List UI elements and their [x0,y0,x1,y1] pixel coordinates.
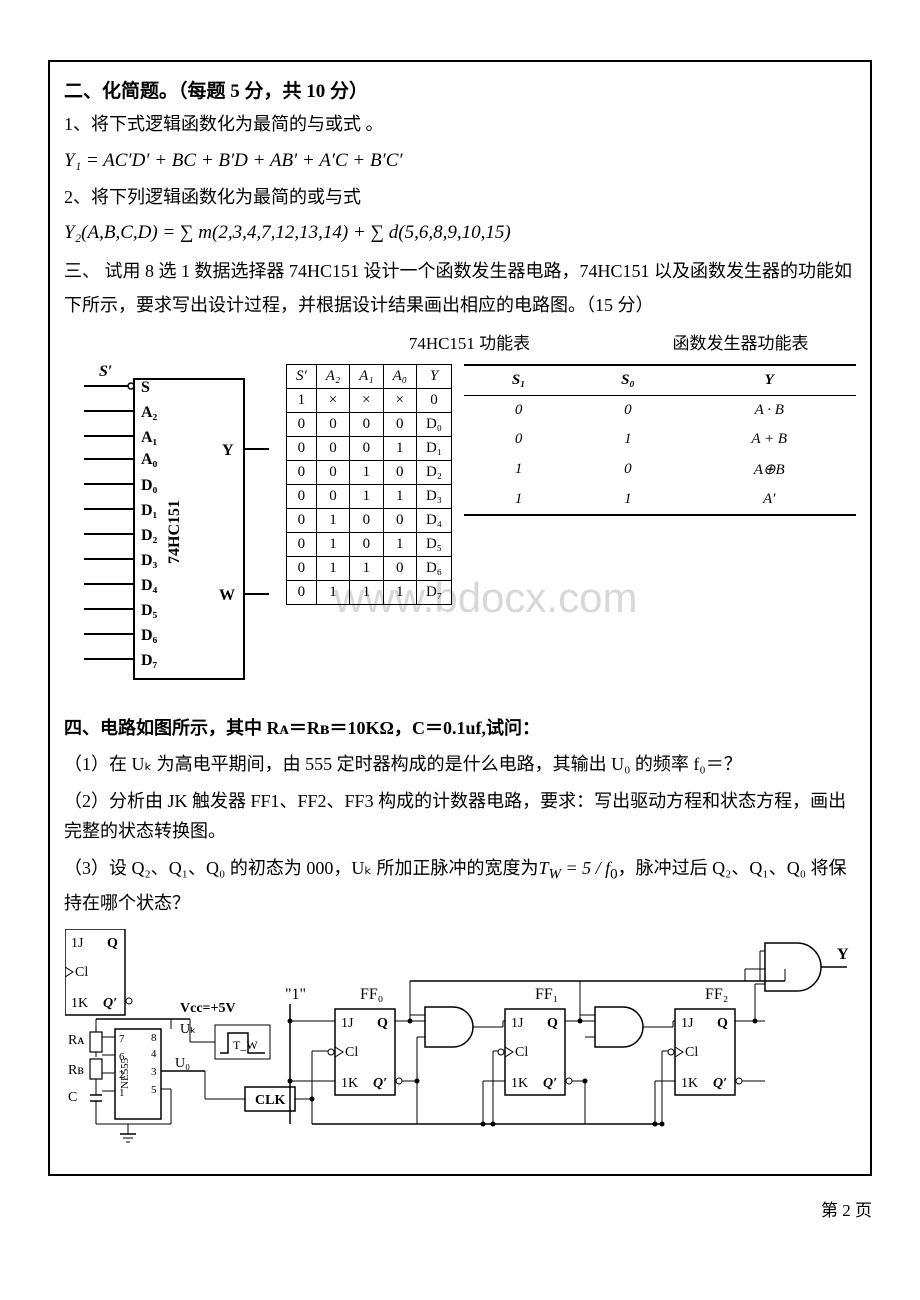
section2-q1-text: 1、将下式逻辑函数化为最简的与或式 。 [64,109,856,140]
section4-heading: 四、电路如图所示，其中 Rᴀ＝Rʙ＝10KΩ，C＝0.1uf,试问： [64,718,540,738]
chip-s-prime-label: S′ [99,364,112,380]
svg-text:Q: Q [107,936,118,951]
svg-text:D₄: D₄ [141,577,158,594]
svg-text:D₁: D₁ [141,502,158,519]
svg-text:Vcc=+5V: Vcc=+5V [180,1001,236,1016]
svg-text:W: W [219,587,235,604]
mux-table: S′A₂A₁A₀Y 1×××00000D₀0001D₁0010D₂0011D₃0… [286,364,452,605]
func-table-wrap: S₁S₀Y 00A · B01A + B10A⊕B11A′ [464,364,856,516]
section2-q2-formula: Y₂(A,B,C,D) = ∑ m(2,3,4,7,12,13,14) + ∑ … [64,222,856,244]
svg-text:Uₖ: Uₖ [180,1022,196,1037]
section3-heading: 三、 试用 8 选 1 数据选择器 74HC151 设计一个函数发生器电路，74… [64,254,856,322]
svg-text:6: 6 [119,1051,125,1063]
svg-text:A₀: A₀ [141,451,158,468]
section2-q2-text: 2、将下列逻辑函数化为最简的或与式 [64,182,856,213]
svg-text:2: 2 [119,1069,125,1081]
svg-text:Rᴀ: Rᴀ [68,1033,85,1048]
svg-text:D₂: D₂ [141,527,158,544]
svg-text:FF₀: FF₀ [360,986,383,1003]
svg-text:3: 3 [151,1066,157,1078]
svg-text:FF₂: FF₂ [705,986,728,1003]
svg-text:D₃: D₃ [141,552,158,569]
section2-heading: 二、化简题。（每题 5 分，共 10 分） [64,76,856,103]
section4-q3: （3）设 Q₂、Q₁、Q₀ 的初态为 000，Uₖ 所加正脉冲的宽度为TW = … [64,853,856,919]
section4-q2: （2）分析由 JK 触发器 FF1、FF2、FF3 构成的计数器电路，要求：写出… [64,786,856,847]
mux-table-caption: 74HC151 功能表 [354,329,585,354]
svg-text:S: S [141,379,150,396]
svg-text:C: C [68,1090,77,1105]
svg-text:Y: Y [222,442,234,459]
func-table: S₁S₀Y 00A · B01A + B10A⊕B11A′ [464,364,856,516]
svg-text:D₇: D₇ [141,652,158,669]
page-border: 二、化简题。（每题 5 分，共 10 分） 1、将下式逻辑函数化为最简的与或式 … [48,60,872,1176]
svg-text:5: 5 [151,1084,157,1096]
svg-text:A₂: A₂ [141,404,158,421]
svg-text:U₀: U₀ [175,1056,190,1071]
svg-text:7: 7 [119,1033,125,1045]
svg-text:Rʙ: Rʙ [68,1063,84,1078]
svg-text:A₁: A₁ [141,429,158,446]
mux-table-wrap: S′A₂A₁A₀Y 1×××00000D₀0001D₁0010D₂0011D₃0… [286,364,452,605]
svg-text:74HC151: 74HC151 [166,500,183,564]
svg-text:1J: 1J [71,936,84,951]
svg-text:Y: Y [837,946,849,963]
svg-text:D₅: D₅ [141,602,158,619]
section4-q1: （1）在 Uₖ 为高电平期间，由 555 定时器构成的是什么电路，其输出 U₀ … [64,749,856,780]
svg-text:"1": "1" [285,986,306,1003]
svg-text:1K: 1K [71,996,88,1011]
svg-text:Cl: Cl [75,965,88,980]
svg-text:D₆: D₆ [141,627,158,644]
svg-text:FF₁: FF₁ [535,986,558,1003]
section2-q1-formula: Y₁ = AC′D′ + BC + B′D + AB′ + A′C + B′C′ [64,150,856,172]
svg-text:D₀: D₀ [141,477,158,494]
func-table-caption: 函数发生器功能表 [625,329,856,354]
chip-diagram: S′ S A₂ A₁ A₀ D₀ D₁ D₂ D₃ D₄ D₅ D₆ D₇ [64,364,274,699]
svg-text:Q′: Q′ [103,996,117,1011]
svg-text:4: 4 [151,1048,157,1060]
page-number: 第 2 页 [0,1196,872,1221]
svg-text:CLK: CLK [255,1093,285,1108]
circuit-diagram: NE555 78 64 23 15 Rᴀ Rʙ C Vcc=+5V Uₖ [64,929,856,1154]
svg-text:8: 8 [151,1032,157,1044]
svg-text:1: 1 [119,1087,125,1099]
section3-layout: S′ S A₂ A₁ A₀ D₀ D₁ D₂ D₃ D₄ D₅ D₆ D₇ [64,364,856,699]
svg-text:T_W: T_W [233,1038,258,1052]
